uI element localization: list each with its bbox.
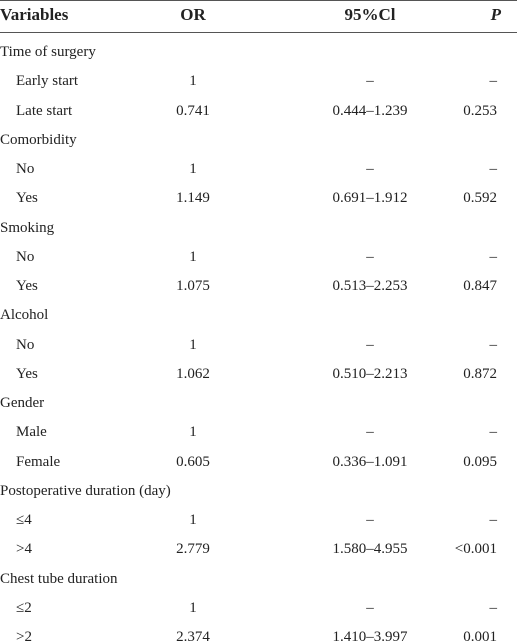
header-cell: Variables xyxy=(0,5,69,24)
row-label: Early start xyxy=(16,73,79,90)
cell-value: 1 xyxy=(189,424,197,441)
row-label: Late start xyxy=(16,102,73,119)
cell-value: 1 xyxy=(189,512,197,528)
row-label: Yes xyxy=(16,365,38,382)
cell-value: – xyxy=(366,336,374,353)
cell-value: – xyxy=(489,336,498,353)
cell-value: 1 xyxy=(189,599,197,616)
cell-value: 0.691–1.912 xyxy=(332,190,408,207)
cell-value: – xyxy=(366,161,374,177)
cell-value: 0.605 xyxy=(176,453,210,470)
row-label: No xyxy=(16,336,35,353)
cell-value: 1.580–4.955 xyxy=(332,541,408,558)
cell-value: 0.741 xyxy=(176,102,210,119)
cell-value: 0.592 xyxy=(463,190,497,207)
header-cell: P xyxy=(490,5,501,24)
cell-value: 0.001 xyxy=(463,629,497,643)
cell-value: 2.374 xyxy=(176,629,210,643)
group-label: Alcohol xyxy=(0,307,49,324)
group-label: Smoking xyxy=(0,219,55,236)
cell-value: 1.075 xyxy=(176,278,210,294)
cell-value: – xyxy=(489,248,498,265)
cell-value: 1.062 xyxy=(176,365,210,382)
row-label: No xyxy=(16,248,35,265)
group-label: Chest tube duration xyxy=(0,570,118,587)
row-label: >2 xyxy=(16,629,32,643)
cell-value: 0.847 xyxy=(463,278,497,294)
row-label: ≤4 xyxy=(16,512,32,528)
cell-value: – xyxy=(366,73,374,90)
cell-value: 0.095 xyxy=(463,453,497,470)
table-top-rule xyxy=(0,0,517,1)
cell-value: – xyxy=(489,512,498,528)
group-label: Gender xyxy=(0,395,45,411)
group-label: Comorbidity xyxy=(0,131,77,148)
cell-value: 0.336–1.091 xyxy=(332,453,408,470)
cell-value: – xyxy=(366,599,374,616)
group-label: Postoperative duration (day) xyxy=(0,482,171,499)
cell-value: 2.779 xyxy=(176,541,210,558)
group-label: Time of surgery xyxy=(0,44,96,60)
cell-value: – xyxy=(489,424,498,441)
cell-value: 0.444–1.239 xyxy=(332,102,408,119)
cell-value: – xyxy=(489,599,498,616)
cell-value: 1 xyxy=(189,336,197,353)
cell-value: – xyxy=(366,424,374,441)
cell-value: 0.872 xyxy=(463,365,497,382)
cell-value: 0.510–2.213 xyxy=(332,365,408,382)
cell-value: – xyxy=(489,161,498,177)
cell-value: 1.149 xyxy=(176,190,210,207)
cell-value: <0.001 xyxy=(454,541,497,558)
cell-value: 1.410–3.997 xyxy=(332,629,408,643)
row-label: Male xyxy=(16,424,47,441)
row-label: ≤2 xyxy=(16,599,32,616)
row-label: >4 xyxy=(16,541,32,558)
cell-value: 0.513–2.253 xyxy=(332,278,408,294)
cell-value: – xyxy=(489,73,498,90)
cell-value: 0.253 xyxy=(463,102,497,119)
cell-value: – xyxy=(366,248,374,265)
header-rule xyxy=(0,32,517,33)
cell-value: – xyxy=(366,512,374,528)
header-cell: OR xyxy=(180,5,206,24)
cell-value: 1 xyxy=(189,248,197,265)
row-label: Yes xyxy=(16,278,38,294)
row-label: Female xyxy=(16,453,61,470)
cell-value: 1 xyxy=(189,73,197,90)
cell-value: 1 xyxy=(189,161,197,177)
row-label: No xyxy=(16,161,35,177)
header-cell: 95%Cl xyxy=(344,5,396,24)
row-label: Yes xyxy=(16,190,38,207)
